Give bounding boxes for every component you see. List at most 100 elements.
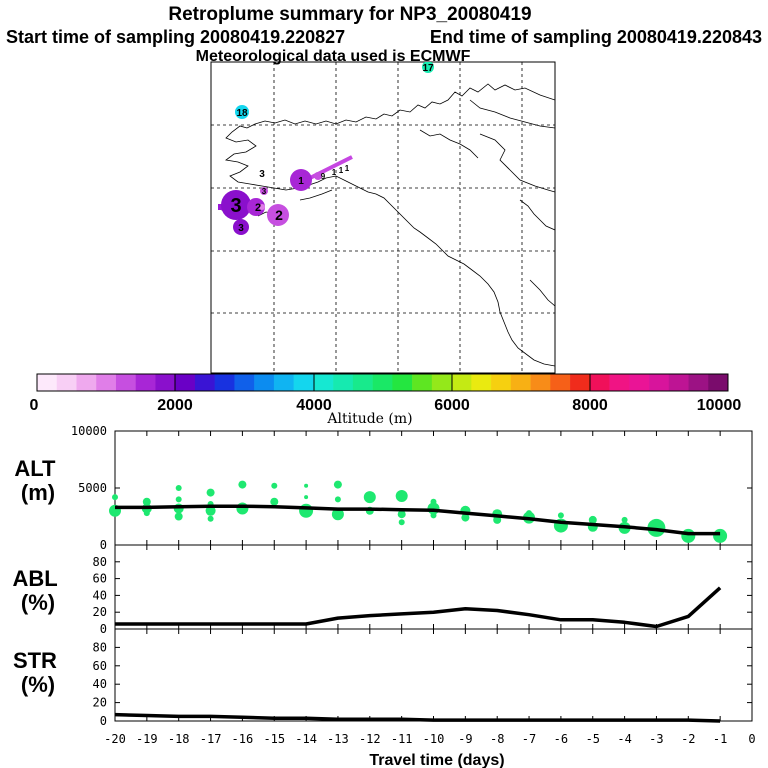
colorbar-cell [76, 374, 97, 391]
altitude-point [331, 508, 344, 521]
x-tick-label: -16 [232, 732, 254, 746]
str-panel-label: STR (%) [13, 648, 63, 697]
map-label: 1 [345, 164, 350, 173]
colorbar-cell [649, 374, 670, 391]
colorbar-cell [214, 374, 235, 391]
colorbar-cell [451, 374, 472, 391]
plume-markers [218, 62, 434, 235]
colorbar-cell [609, 374, 630, 391]
altitude-point [430, 512, 437, 519]
altitude-point [206, 488, 215, 497]
colorbar-cell [392, 374, 413, 391]
colorbar-tick: 10000 [697, 397, 742, 414]
y-tick-label: 80 [93, 555, 107, 569]
altitude-colorbar: 0 2000 4000 6000 8000 10000 Altitude (m) [30, 373, 742, 427]
colorbar-tick: 0 [30, 397, 39, 414]
altitude-point [205, 505, 216, 516]
panel-labels: ALT (m) ABL (%) STR (%) [13, 456, 64, 697]
altitude-point [461, 513, 470, 522]
y-tick-label: 0 [100, 622, 107, 636]
y-tick-label: 60 [93, 659, 107, 673]
x-tick-label: -14 [295, 732, 317, 746]
altitude-point [304, 495, 309, 500]
colorbar-cell [491, 374, 512, 391]
map-panel: 18 17 3 3 3 3 1 9 1 1 1 2 2 [210, 61, 556, 374]
altitude-point [174, 512, 183, 521]
altitude-point [363, 491, 376, 504]
altitude-point [238, 480, 247, 489]
x-tick-label: -12 [359, 732, 381, 746]
colorbar-cell [333, 374, 354, 391]
y-tick-label: 60 [93, 572, 107, 586]
altitude-point [112, 494, 118, 501]
altitude-point [333, 480, 342, 489]
colorbar-cells [37, 374, 729, 391]
colorbar-cell [313, 374, 334, 391]
x-tick-label: -17 [200, 732, 222, 746]
altitude-point [299, 503, 314, 518]
colorbar-cell [96, 374, 117, 391]
map-grid [211, 62, 555, 373]
altitude-point [175, 485, 182, 491]
y-tick-label: 40 [93, 588, 107, 602]
colorbar-cell [510, 374, 531, 391]
colorbar-cell [570, 374, 591, 391]
alt-series-line [115, 504, 721, 536]
colorbar-cell [115, 374, 137, 391]
colorbar-cell [56, 374, 77, 391]
y-tick-label: 20 [93, 605, 107, 619]
y-tick-label: 40 [93, 677, 107, 691]
colorbar-cell [530, 374, 551, 391]
x-tick-label: 0 [748, 732, 755, 746]
altitude-point [236, 502, 249, 515]
altitude-point [397, 510, 406, 519]
colorbar-cell [471, 374, 492, 391]
abl-panel-label: ABL (%) [13, 566, 64, 615]
abl-series-line [115, 586, 722, 629]
altitude-point [621, 516, 628, 523]
colorbar-tick: 2000 [157, 397, 193, 414]
x-tick-label: -7 [522, 732, 536, 746]
x-tick-label: -1 [713, 732, 727, 746]
y-tick-label: 80 [93, 640, 107, 654]
main-title: Retroplume summary for NP3_20080419 [168, 4, 531, 25]
map-label: 3 [259, 169, 265, 180]
altitude-point [175, 496, 182, 503]
y-tick-label: 0 [100, 714, 107, 728]
altitude-point [270, 497, 279, 506]
map-label: 18 [236, 108, 248, 119]
colorbar-cell [589, 374, 610, 391]
alt-label-line: ALT [14, 456, 56, 481]
x-tick-label: -10 [423, 732, 445, 746]
altitude-point [334, 496, 341, 503]
colorbar-cell [352, 374, 373, 391]
map-label: 2 [275, 207, 283, 223]
x-tick-label: -8 [490, 732, 504, 746]
colorbar-tick: 4000 [296, 397, 332, 414]
panel-abl: 80 60 40 20 0 [93, 544, 753, 636]
panel-frame [114, 544, 753, 630]
colorbar-cell [372, 374, 393, 391]
colorbar-cell [194, 374, 215, 391]
altitude-point [112, 510, 118, 517]
x-tick-label: -11 [391, 732, 413, 746]
map-numbers: 18 17 3 3 3 3 1 9 1 1 1 2 2 [230, 63, 434, 234]
altitude-point [395, 490, 408, 502]
colorbar-cell [37, 374, 58, 391]
colorbar-cell [431, 374, 452, 391]
start-time-label: Start time of sampling 20080419.220827 [6, 27, 345, 47]
colorbar-cell [629, 374, 650, 391]
colorbar-cell [175, 374, 196, 391]
colorbar-dividers [174, 374, 591, 391]
altitude-point [398, 519, 405, 526]
x-axis-label: Travel time (days) [369, 752, 504, 768]
colorbar-tick: 6000 [434, 397, 470, 414]
panel-alt: 10000 5000 0 [71, 424, 753, 552]
colorbar-cell [273, 374, 294, 391]
colorbar-cell [155, 374, 176, 391]
x-tick-label: -9 [458, 732, 472, 746]
altitude-point [304, 483, 309, 488]
str-series-line [114, 712, 721, 723]
